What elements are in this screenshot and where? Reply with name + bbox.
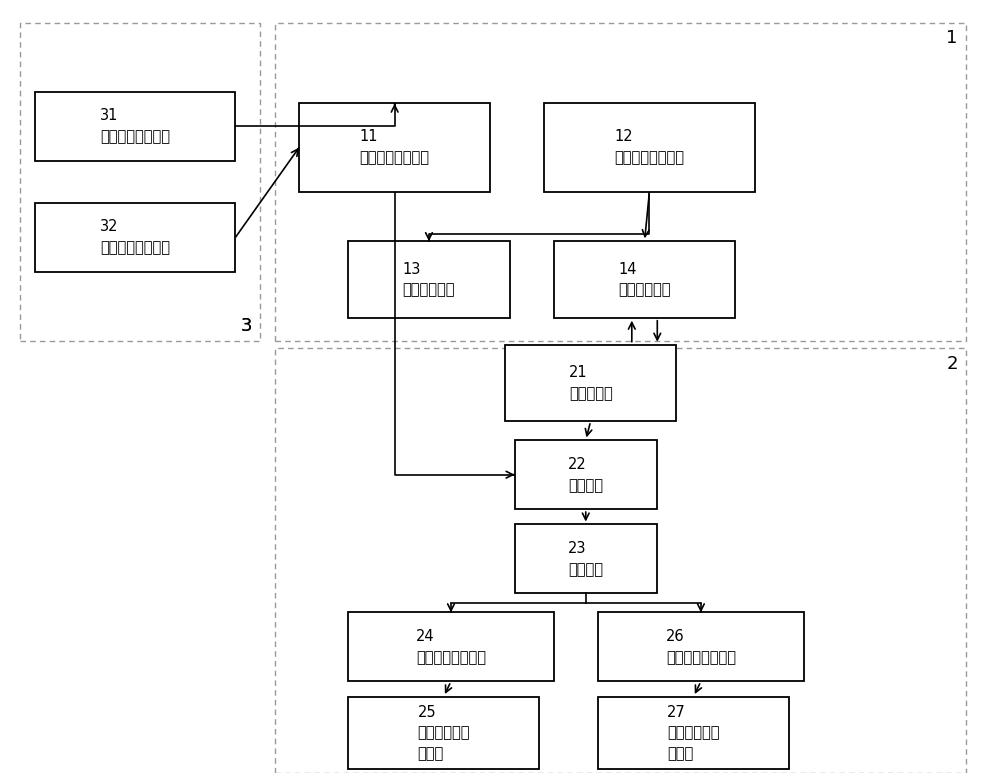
- Text: 27
用药语音提醒
定时器: 27 用药语音提醒 定时器: [667, 704, 720, 761]
- Bar: [20, 23, 260, 341]
- Bar: [544, 104, 755, 191]
- Bar: [598, 612, 804, 681]
- Text: 3: 3: [241, 316, 252, 334]
- Bar: [34, 203, 235, 272]
- Text: 26
用药语音提醒开关: 26 用药语音提醒开关: [666, 629, 736, 665]
- Bar: [348, 612, 554, 681]
- Text: 31
测量语音提醒模块: 31 测量语音提醒模块: [100, 109, 170, 144]
- Bar: [505, 344, 676, 421]
- Text: 12
历史数据存储模块: 12 历史数据存储模块: [614, 130, 684, 166]
- Bar: [299, 104, 490, 191]
- Text: 13
风险预警模块: 13 风险预警模块: [403, 262, 455, 298]
- Text: 24
测量语音提醒开关: 24 测量语音提醒开关: [416, 629, 486, 665]
- Text: 25
测量语音提醒
定时器: 25 测量语音提醒 定时器: [417, 704, 470, 761]
- Bar: [348, 697, 539, 769]
- Text: 22
获取模块: 22 获取模块: [568, 457, 603, 493]
- Bar: [515, 440, 657, 509]
- Bar: [275, 23, 966, 341]
- Text: 1: 1: [946, 29, 958, 47]
- Text: 14
健康建议模块: 14 健康建议模块: [618, 262, 671, 298]
- Bar: [515, 525, 657, 594]
- Bar: [275, 348, 966, 773]
- Bar: [348, 241, 510, 318]
- Text: 2: 2: [946, 355, 958, 373]
- Text: 32
用药语音提醒模块: 32 用药语音提醒模块: [100, 219, 170, 255]
- Bar: [34, 92, 235, 161]
- Text: 23
解析模块: 23 解析模块: [568, 541, 603, 577]
- Text: 3: 3: [241, 316, 252, 334]
- Bar: [554, 241, 735, 318]
- Text: 11
原始数据存储模块: 11 原始数据存储模块: [360, 130, 430, 166]
- Bar: [598, 697, 789, 769]
- Text: 21
物联网模块: 21 物联网模块: [569, 365, 613, 401]
